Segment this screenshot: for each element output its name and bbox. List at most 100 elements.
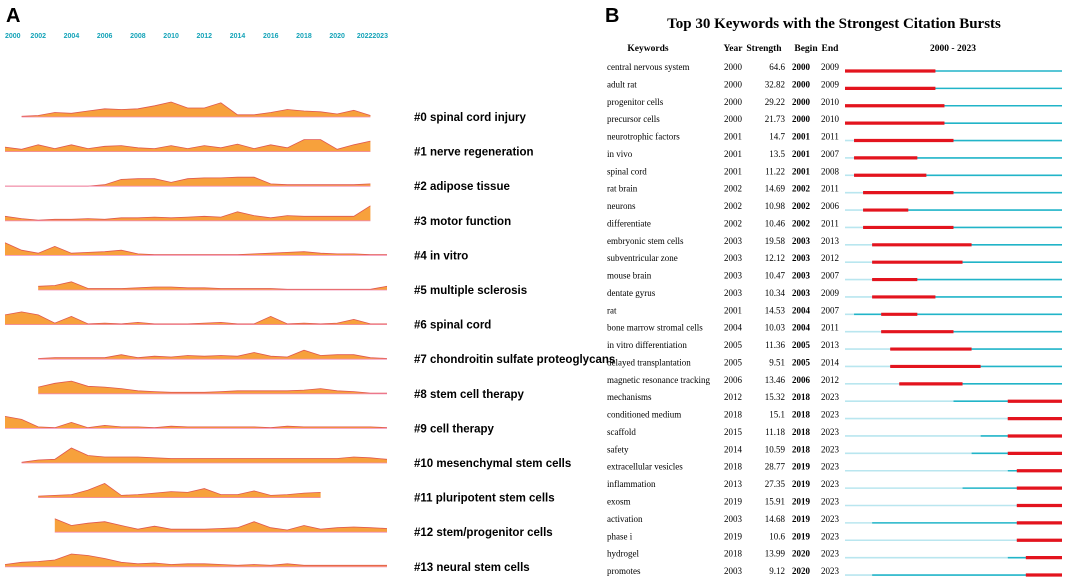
begin-cell: 2018 [792, 427, 811, 437]
end-cell: 2023 [821, 427, 840, 437]
begin-cell: 2019 [792, 514, 811, 524]
end-cell: 2023 [821, 549, 840, 559]
end-cell: 2007 [821, 149, 840, 159]
begin-cell: 2020 [792, 549, 811, 559]
keyword-cell: mouse brain [607, 271, 652, 281]
end-cell: 2023 [821, 497, 840, 507]
cluster-label: #11 pluripotent stem cells [414, 493, 555, 505]
keyword-cell: adult rat [607, 79, 637, 89]
begin-cell: 2006 [792, 375, 811, 385]
cluster-outline [4, 416, 388, 429]
cluster-label: #1 nerve regeneration [414, 147, 534, 159]
burst-row: embryonic stem cells 2003 19.58 2003 2013 [607, 236, 1062, 247]
burst-row: mechanisms 2012 15.32 2018 2023 [607, 392, 1062, 403]
begin-cell: 2002 [792, 184, 811, 194]
cluster-label: #12 stem/progenitor cells [414, 527, 553, 539]
strength-cell: 9.51 [769, 357, 785, 367]
begin-cell: 2019 [792, 479, 811, 489]
end-cell: 2023 [821, 410, 840, 420]
cluster-outline [54, 518, 388, 531]
begin-cell: 2001 [792, 166, 811, 176]
burst-row: magnetic resonance tracking 2006 13.46 2006… [607, 375, 1062, 386]
year-cell: 2003 [724, 253, 743, 263]
cluster-row: #13 neural stem cells [4, 553, 530, 574]
begin-cell: 2018 [792, 392, 811, 402]
end-cell: 2023 [821, 392, 840, 402]
year-cell: 2000 [724, 97, 743, 107]
strength-cell: 10.03 [765, 323, 786, 333]
end-cell: 2010 [821, 97, 840, 107]
cluster-outline [38, 482, 321, 497]
burst-row: extracellular vesicles 2018 28.77 2019 2023 [607, 462, 1062, 473]
cluster-label: #7 chondroitin sulfate proteoglycans [414, 354, 615, 366]
strength-cell: 14.7 [769, 132, 785, 142]
end-cell: 2006 [821, 201, 840, 211]
cluster-area [5, 205, 371, 221]
year-tick: 2016 [263, 33, 279, 40]
cluster-area [54, 518, 388, 533]
end-cell: 2013 [821, 340, 840, 350]
year-cell: 2003 [724, 236, 743, 246]
end-cell: 2009 [821, 288, 840, 298]
year-cell: 2004 [724, 323, 743, 333]
keyword-cell: neurotrophic factors [607, 132, 680, 142]
burst-row: subventricular zone 2003 12.12 2003 2012 [607, 253, 1062, 264]
year-tick: 20222023 [357, 33, 388, 40]
year-tick: 2004 [64, 33, 80, 40]
cluster-label: #9 cell therapy [414, 423, 495, 435]
begin-cell: 2003 [792, 288, 811, 298]
burst-row: mouse brain 2003 10.47 2003 2007 [607, 271, 1062, 282]
burst-row: inflammation 2013 27.35 2019 2023 [607, 479, 1062, 490]
year-cell: 2001 [724, 149, 742, 159]
cluster-row: #1 nerve regeneration [4, 139, 534, 159]
cluster-row: #4 in vitro [4, 242, 468, 262]
year-cell: 2002 [724, 201, 742, 211]
cluster-label: #5 multiple sclerosis [414, 285, 527, 297]
burst-row: dentate gyrus 2003 10.34 2003 2009 [607, 288, 1062, 299]
column-header: Year [724, 44, 744, 54]
strength-cell: 10.98 [765, 201, 786, 211]
cluster-label: #8 stem cell therapy [414, 389, 525, 401]
begin-cell: 2019 [792, 497, 811, 507]
panel-b-letter: B [605, 5, 619, 27]
cluster-outline [4, 139, 371, 150]
burst-table-rows: central nervous system 2000 64.6 2000 2009ad… [607, 62, 1062, 577]
end-cell: 2007 [821, 271, 840, 281]
cluster-label: #10 mesenchymal stem cells [414, 458, 571, 470]
strength-cell: 15.91 [765, 497, 785, 507]
keyword-cell: spinal cord [607, 166, 647, 176]
end-cell: 2023 [821, 462, 840, 472]
column-header: End [822, 44, 840, 54]
cluster-outline [4, 205, 371, 221]
year-axis: 2000 2002 2004 2006 2008 2010 2012 2014 2016 2018… [5, 33, 388, 40]
cluster-outline [4, 311, 387, 325]
year-cell: 2018 [724, 549, 743, 559]
burst-row: scaffold 2015 11.18 2018 2023 [607, 427, 1062, 438]
year-cell: 2001 [724, 166, 742, 176]
keyword-cell: rat brain [607, 184, 638, 194]
strength-cell: 29.22 [765, 97, 785, 107]
burst-row: phase i 2019 10.6 2019 2023 [607, 531, 1062, 542]
burst-row: precursor cells 2000 21.73 2000 2010 [607, 114, 1062, 125]
end-cell: 2009 [821, 79, 840, 89]
begin-cell: 2000 [792, 114, 811, 124]
cluster-row: #0 spinal cord injury [21, 101, 526, 124]
cluster-row: #5 multiple sclerosis [38, 281, 527, 297]
cluster-outline [21, 447, 388, 463]
strength-cell: 15.1 [769, 410, 785, 420]
keyword-cell: bone marrow stromal cells [607, 323, 703, 333]
keyword-cell: central nervous system [607, 62, 689, 72]
strength-cell: 21.73 [765, 114, 786, 124]
year-cell: 2003 [724, 271, 743, 281]
end-cell: 2012 [821, 375, 839, 385]
year-cell: 2019 [724, 531, 743, 541]
strength-cell: 14.53 [765, 305, 786, 315]
keyword-cell: magnetic resonance tracking [607, 375, 710, 385]
cluster-area [5, 554, 387, 567]
panel-a-letter: A [6, 5, 20, 27]
burst-row: hydrogel 2018 13.99 2020 2023 [607, 549, 1062, 560]
burst-row: neurons 2002 10.98 2002 2006 [607, 201, 1062, 212]
year-tick: 2002 [30, 33, 46, 40]
end-cell: 2012 [821, 253, 839, 263]
